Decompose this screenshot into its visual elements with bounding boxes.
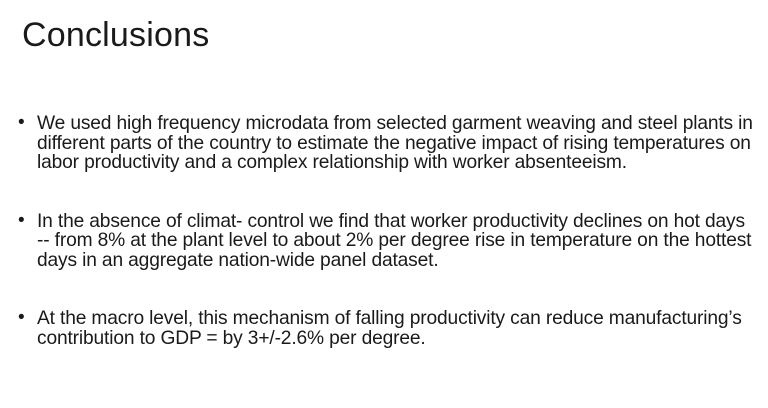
bullet-marker: • (18, 209, 25, 231)
bullet-list: • We used high frequency microdata from … (18, 112, 754, 349)
bullet-text: In the absence of climat- control we fin… (37, 210, 752, 271)
bullet-item: • We used high frequency microdata from … (18, 112, 754, 173)
bullet-text: At the macro level, this mechanism of fa… (37, 308, 742, 349)
slide-title: Conclusions (22, 16, 210, 54)
bullet-marker: • (18, 307, 25, 328)
bullet-text: We used high frequency microdata from se… (37, 113, 753, 173)
bullet-marker: • (18, 112, 25, 133)
bullet-item: • In the absence of climat- control we f… (18, 209, 754, 271)
bullet-item: • At the macro level, this mechanism of … (18, 307, 754, 349)
